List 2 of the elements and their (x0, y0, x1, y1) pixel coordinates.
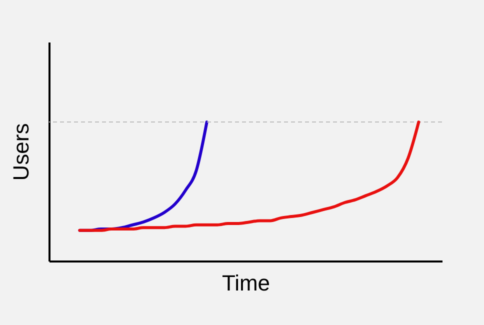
x-axis-title: Time (222, 270, 270, 296)
y-axis-title: Users (8, 123, 34, 181)
